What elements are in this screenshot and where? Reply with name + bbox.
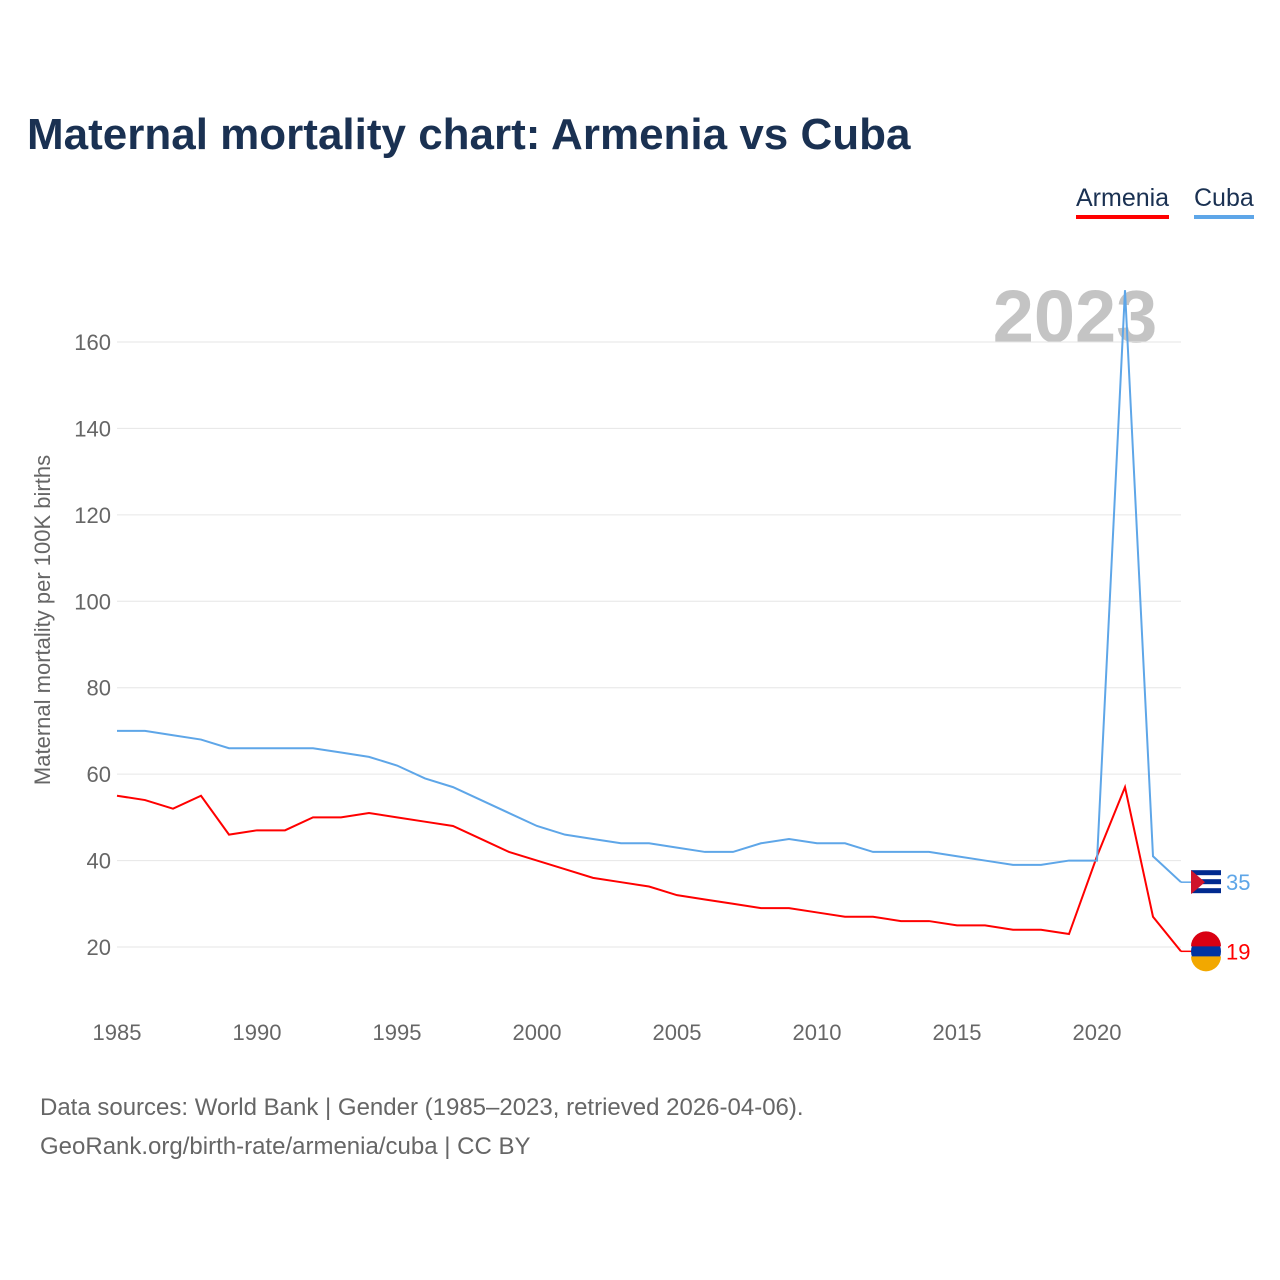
y-tick-label: 80 — [87, 676, 111, 701]
footer: Data sources: World Bank | Gender (1985–… — [40, 1088, 804, 1166]
flag-stripe — [1191, 888, 1221, 894]
y-tick-label: 160 — [74, 330, 111, 355]
source-link[interactable]: GeoRank.org/birth-rate/armenia/cuba | CC… — [40, 1133, 531, 1160]
x-tick-label: 1995 — [373, 1020, 422, 1045]
end-value-label: 19 — [1226, 939, 1250, 964]
x-tick-label: 2020 — [1073, 1020, 1122, 1045]
x-tick-label: 2015 — [933, 1020, 982, 1045]
y-tick-label: 60 — [87, 762, 111, 787]
y-tick-label: 100 — [74, 589, 111, 614]
legend-cuba[interactable]: Cuba — [1194, 184, 1254, 219]
end-value-label: 35 — [1226, 870, 1250, 895]
year-label: 2023 — [993, 275, 1158, 358]
flag-stripe — [1191, 931, 1221, 947]
x-tick-label: 1990 — [233, 1020, 282, 1045]
flag-stripe — [1191, 879, 1221, 885]
y-tick-label: 20 — [87, 935, 111, 960]
x-tick-label: 1985 — [93, 1020, 142, 1045]
y-tick-label: 140 — [74, 416, 111, 441]
series-line-armenia — [116, 783, 1182, 952]
y-tick-label: 40 — [87, 849, 111, 874]
legend-armenia[interactable]: Armenia — [1076, 184, 1170, 219]
flag-stripe — [1191, 870, 1221, 876]
x-tick-label: 2000 — [513, 1020, 562, 1045]
y-axis-label: Maternal mortality per 100K births — [30, 455, 55, 785]
flag-stripe — [1191, 956, 1221, 972]
y-tick-label: 120 — [74, 503, 111, 528]
chart-title: Maternal mortality chart: Armenia vs Cub… — [27, 110, 911, 159]
x-tick-label: 2010 — [793, 1020, 842, 1045]
data-source: Data sources: World Bank | Gender (1985–… — [40, 1094, 804, 1121]
x-tick-label: 2005 — [653, 1020, 702, 1045]
series-line-cuba — [117, 290, 1182, 883]
flag-triangle — [1191, 870, 1205, 895]
